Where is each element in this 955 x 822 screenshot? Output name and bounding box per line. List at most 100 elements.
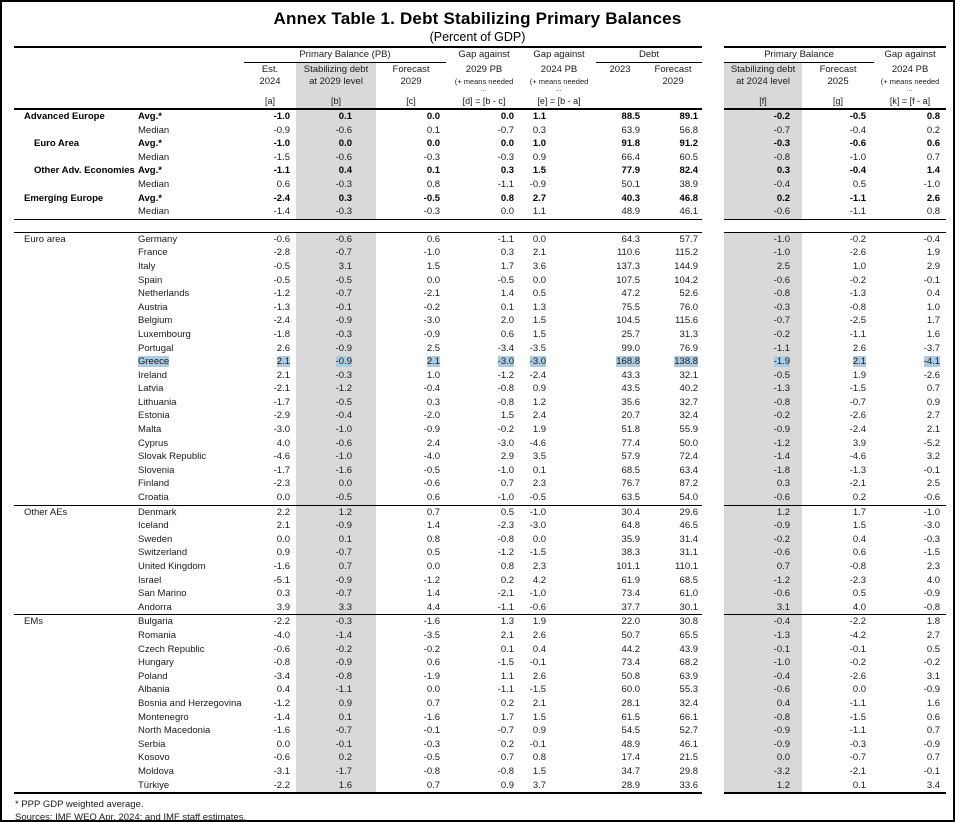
table-row: North Macedonia -1.6 -0.7 -0.1 -0.7 0.9 54.5 52… <box>14 724 946 738</box>
cell-country: Israel <box>138 574 162 586</box>
cell-debt-2023: 43.5 <box>621 383 641 395</box>
col-header-debt-2029: Forecast 2029 <box>644 62 703 110</box>
cell-debt-2023: 168.8 <box>596 355 644 369</box>
cell-e: 3.6 <box>532 260 547 272</box>
table-row: Kosovo -0.6 0.2 -0.5 0.7 0.8 17.4 21.5 0.0 -0.7 0.… <box>14 751 946 765</box>
table-row: Serbia 0.0 -0.1 -0.3 0.2 -0.1 48.9 46.1 -0.9 -0.3… <box>14 737 946 752</box>
header-gap-against-2024: Gap against <box>522 46 597 63</box>
cell-c: -0.6 <box>423 478 441 490</box>
cell-b: -0.6 <box>296 436 376 451</box>
cell-f: -0.7 <box>724 123 803 138</box>
cell-f: -0.9 <box>724 423 803 437</box>
cell-g: 1.0 <box>852 260 867 272</box>
cell-f: -1.4 <box>724 450 803 464</box>
cell-k: -1.5 <box>923 547 941 559</box>
cell-c: 0.7 <box>376 778 447 795</box>
cell-group <box>14 287 134 301</box>
cell-g: -0.3 <box>849 738 867 750</box>
header-col-row: Est. 2024 [a] Stabilizing debt at 2029 leve… <box>14 62 947 110</box>
cell-c: -0.1 <box>423 725 441 737</box>
cell-g: -1.1 <box>849 725 867 737</box>
cell-g: -2.6 <box>849 410 867 422</box>
cell-g: -0.4 <box>849 165 867 177</box>
cell-debt-2029: 52.7 <box>679 725 699 737</box>
page-title: Annex Table 1. Debt Stabilizing Primary … <box>273 9 682 28</box>
cell-b: -1.1 <box>296 683 376 697</box>
cell-f: 1.2 <box>724 778 803 795</box>
table-gap <box>702 164 725 178</box>
cell-a: 2.2 <box>244 504 296 520</box>
table-row: United Kingdom -1.6 0.7 0.0 0.8 2.3 101.1 110.1… <box>14 560 946 574</box>
cell-k: 3.1 <box>926 670 941 682</box>
cell-d: 1.3 <box>446 614 523 629</box>
table-row: Median -0.9 -0.6 0.1 -0.7 0.3 63.9 56.8 -0.7 -0.4… <box>14 123 946 138</box>
cell-e: -0.1 <box>529 657 547 669</box>
cell-debt-2029: 115.2 <box>674 247 699 259</box>
table-gap <box>702 628 725 643</box>
cell-f: -0.3 <box>724 137 803 151</box>
table-gap <box>702 656 725 670</box>
cell-c: -0.4 <box>423 383 441 395</box>
table-gap <box>702 232 725 247</box>
cell-f: -0.9 <box>724 724 803 738</box>
cell-g: -0.2 <box>802 231 875 247</box>
cell-a: -2.1 <box>273 383 290 395</box>
table-gap <box>702 683 725 697</box>
cell-k: 2.5 <box>926 478 941 490</box>
cell-c: 0.0 <box>426 684 441 696</box>
cell-group: Emerging Europe <box>24 192 104 204</box>
table-gap <box>702 573 725 588</box>
cell-country: North Macedonia <box>138 725 211 737</box>
cell-k: -0.1 <box>923 765 941 777</box>
cell-group <box>14 396 134 410</box>
section-spacer <box>14 219 946 232</box>
table-gap <box>702 450 725 464</box>
cell-e: 0.0 <box>532 274 547 286</box>
cell-b: -1.0 <box>296 423 376 437</box>
cell-a: -2.2 <box>244 614 296 629</box>
cell-g: 2.1 <box>802 355 874 369</box>
cell-c: 2.4 <box>426 437 441 449</box>
cell-d: -0.2 <box>497 424 515 436</box>
cell-b: -0.7 <box>296 246 376 260</box>
cell-group <box>14 697 134 711</box>
cell-g: 1.7 <box>802 504 875 520</box>
cell-c: 0.3 <box>426 396 441 408</box>
table-row: Israel -5.1 -0.9 -1.2 0.2 4.2 61.9 68.5 -1.2 -2.3… <box>14 573 946 588</box>
cell-g: 4.0 <box>852 601 867 613</box>
cell-debt-2023: 35.9 <box>621 533 641 545</box>
cell-g: 0.0 <box>852 684 867 696</box>
table-row: Croatia 0.0 -0.5 0.6 -1.0 -0.5 63.5 54.0 -0.6 0.2… <box>14 491 946 506</box>
table-gap <box>702 273 725 288</box>
cell-debt-2023: 77.4 <box>621 437 641 449</box>
cell-debt-2029: 68.5 <box>679 574 699 586</box>
cell-country: Netherlands <box>138 288 190 300</box>
cell-d: -1.5 <box>497 657 515 669</box>
cell-g: -1.3 <box>849 464 867 476</box>
cell-group: Other Adv. Economies <box>34 165 135 177</box>
cell-country: Luxembourg <box>138 328 191 340</box>
cell-f: -1.0 <box>724 231 803 247</box>
cell-country: Belgium <box>138 315 173 327</box>
cell-debt-2023: 34.7 <box>621 765 641 777</box>
cell-a: -1.3 <box>273 301 290 313</box>
cell-d: 0.0 <box>500 111 515 122</box>
cell-b: -0.1 <box>296 300 376 315</box>
table-gap <box>702 710 725 725</box>
cell-group <box>14 314 134 328</box>
cell-c: -3.5 <box>423 629 441 641</box>
cell-country: Median <box>134 205 244 220</box>
cell-country: Switzerland <box>138 547 188 559</box>
cell-debt-2029: 21.5 <box>679 752 699 764</box>
cell-group <box>14 342 134 356</box>
cell-k: -0.4 <box>874 231 947 247</box>
cell-group <box>14 533 134 547</box>
cell-debt-2029: 46.1 <box>644 205 703 220</box>
cell-f: 3.1 <box>724 600 803 615</box>
cell-a: 2.6 <box>276 342 290 354</box>
cell-f: -0.2 <box>724 327 803 342</box>
table-gap <box>702 327 725 342</box>
cell-group: Euro area <box>14 231 134 247</box>
cell-c: 0.8 <box>426 533 441 545</box>
